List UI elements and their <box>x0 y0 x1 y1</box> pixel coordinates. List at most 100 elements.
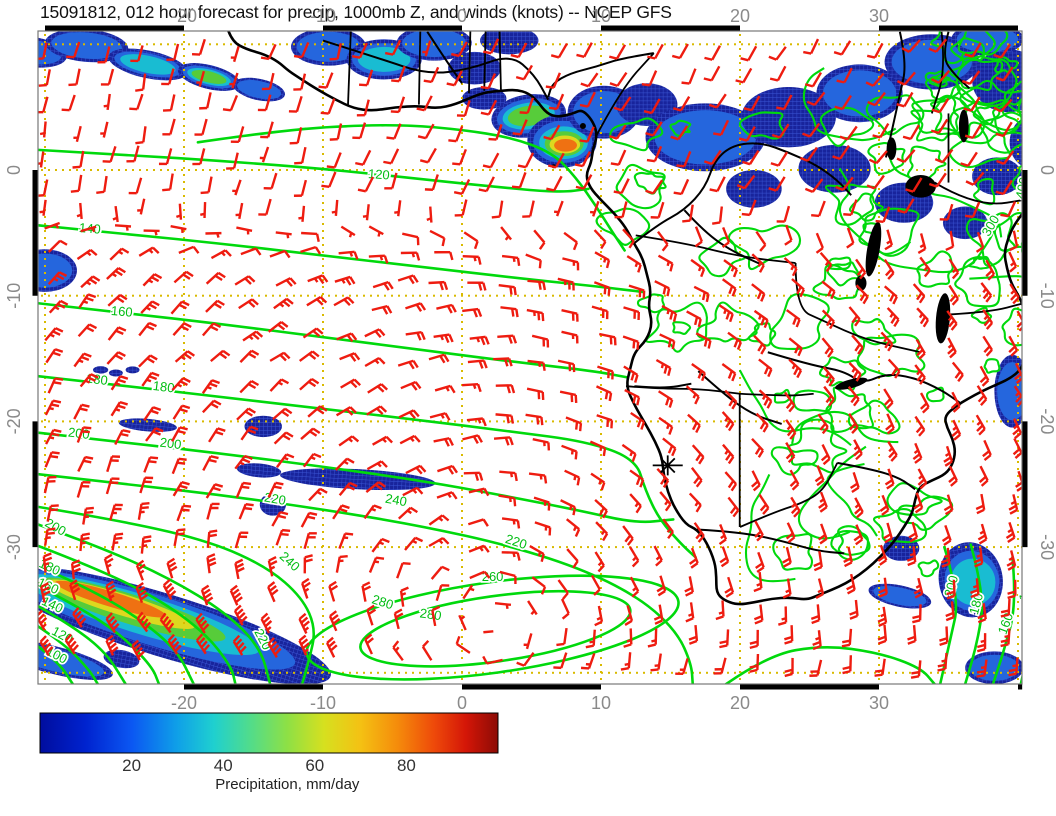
terrain-contour <box>636 293 665 314</box>
wind-barb <box>480 73 497 90</box>
wind-barb <box>334 457 355 471</box>
wind-barb <box>877 624 888 645</box>
x-tick-label-top: 10 <box>591 6 611 26</box>
wind-barb <box>743 95 761 112</box>
wind-barb <box>655 358 672 376</box>
wind-barb <box>267 481 284 498</box>
wind-barb <box>452 148 467 166</box>
wind-barb <box>976 633 987 653</box>
wind-barb <box>566 548 579 569</box>
precip-blob <box>527 114 597 168</box>
wind-barb <box>995 121 1013 138</box>
wind-barb <box>397 359 419 370</box>
wind-barb <box>526 308 545 322</box>
wind-barb <box>691 444 705 465</box>
terrain-contour-layer <box>595 31 1022 583</box>
wind-barb <box>560 499 577 516</box>
wind-barb <box>140 300 160 314</box>
wind-barb <box>982 439 992 461</box>
wind-barb <box>424 174 439 191</box>
wind-barb <box>371 304 393 315</box>
wind-barb <box>839 125 858 141</box>
wind-barb <box>783 257 798 277</box>
wind-barb <box>433 333 454 344</box>
wind-barb <box>643 98 661 115</box>
terrain-contour <box>950 37 986 63</box>
wind-barb <box>721 363 737 382</box>
wind-barb <box>273 297 294 310</box>
wind-barb <box>559 390 578 404</box>
wind-barb <box>38 42 48 60</box>
wind-barb <box>523 633 533 650</box>
wind-barb <box>585 629 596 649</box>
wind-barb <box>623 365 639 383</box>
wind-barb <box>995 66 1014 82</box>
wind-barb <box>658 416 674 435</box>
wind-barb <box>527 359 546 371</box>
wind-barb <box>135 126 147 145</box>
wind-barb <box>38 151 45 168</box>
wind-barb <box>675 658 689 676</box>
wind-barb <box>976 385 988 406</box>
wind-barb <box>73 125 82 143</box>
wind-barb <box>855 258 867 280</box>
wind-barb <box>238 298 259 310</box>
wind-barb <box>853 439 863 461</box>
wind-barb <box>914 364 926 385</box>
wind-barb <box>76 426 92 443</box>
terrain-contour <box>609 117 664 152</box>
terrain-contour <box>955 55 1018 108</box>
wind-barb <box>172 322 192 337</box>
terrain-contour <box>802 67 897 142</box>
wind-barb <box>495 413 515 424</box>
colorbar-label: Precipitation, mm/day <box>215 776 360 793</box>
wind-barb <box>384 39 402 56</box>
wind-barb <box>877 606 888 627</box>
wind-barb <box>659 491 672 512</box>
wind-barb <box>173 270 194 284</box>
wind-barb <box>42 552 53 573</box>
terrain-contour <box>856 333 926 377</box>
terrain-contour <box>906 145 947 186</box>
wind-barb <box>38 96 49 114</box>
terrain-contour <box>858 207 920 257</box>
wind-barb <box>650 201 665 219</box>
wind-barb <box>269 351 291 362</box>
wind-barb <box>1008 494 1019 515</box>
wind-barb <box>70 174 83 193</box>
wind-barb <box>44 221 61 230</box>
wind-barb <box>945 601 955 622</box>
wind-barb <box>235 202 244 220</box>
wind-barb <box>565 518 581 538</box>
wind-barb <box>995 179 1013 196</box>
wind-barb <box>364 328 386 339</box>
wind-barb <box>269 249 291 259</box>
wind-barb <box>194 118 208 136</box>
wind-barb <box>595 521 609 542</box>
wind-barb <box>206 529 218 549</box>
wind-barb <box>758 358 773 378</box>
wind-barb <box>372 280 394 291</box>
wind-barb <box>657 230 669 252</box>
wind-barb <box>367 383 389 394</box>
wind-barb <box>646 145 663 163</box>
wind-barb <box>654 280 671 297</box>
wind-barb <box>302 327 324 339</box>
wind-barb <box>821 337 834 358</box>
wind-barb <box>751 438 765 458</box>
wind-barb <box>833 40 852 56</box>
wind-barb <box>226 152 239 170</box>
wind-barb <box>849 599 859 620</box>
wind-barb <box>137 501 150 520</box>
wind-barb <box>239 379 260 394</box>
wind-barb <box>300 245 322 255</box>
wind-barb <box>758 389 773 409</box>
wind-barb <box>913 577 924 599</box>
wind-barb <box>810 604 821 625</box>
wind-barb <box>724 471 738 492</box>
wind-barb <box>478 176 495 193</box>
lake <box>958 109 969 143</box>
wind-barb <box>579 91 596 108</box>
wind-barb <box>557 359 576 373</box>
